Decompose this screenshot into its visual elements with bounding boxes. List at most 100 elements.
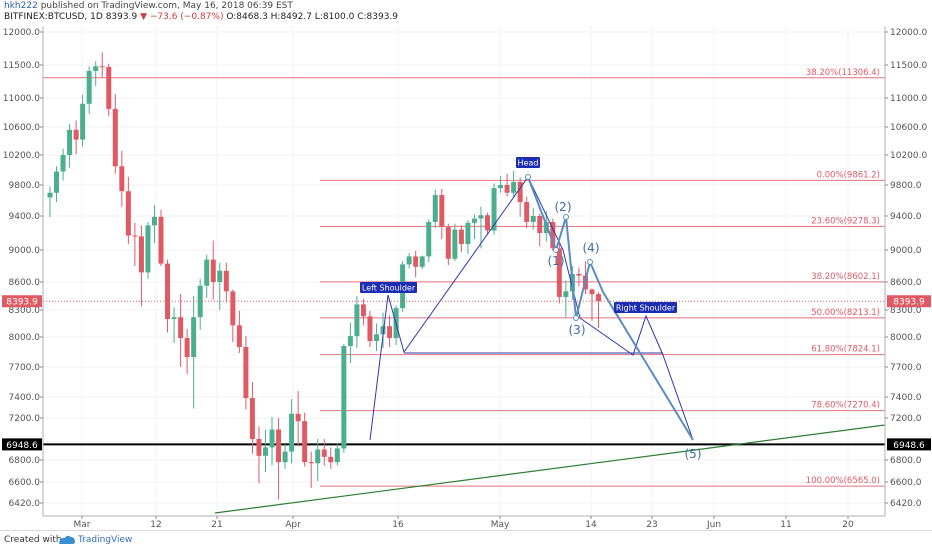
- candle-body: [230, 291, 236, 326]
- grid-lines: [43, 26, 885, 516]
- y-tick-label-right: 9000.0: [890, 246, 922, 256]
- y-tick-label-right: 11000.0: [890, 94, 927, 104]
- candle: [67, 124, 73, 168]
- candle: [171, 307, 177, 343]
- candle: [380, 312, 386, 348]
- y-tick-label-right: 9400.0: [890, 212, 922, 222]
- candle: [151, 205, 157, 244]
- price-axis[interactable]: 12000.0 12000.0 11500.0 11500.0 11000.0 11000…: [3, 28, 928, 509]
- tradingview-logo-icon: [59, 535, 75, 544]
- candle-body: [145, 225, 151, 273]
- candle: [537, 213, 543, 247]
- tradingview-brand[interactable]: TradingView: [78, 535, 133, 545]
- y-tick-label-left: 8600.0: [9, 278, 41, 288]
- candle-body: [295, 413, 301, 422]
- candle: [54, 166, 60, 203]
- price-marker-right-box: [887, 295, 931, 308]
- candle: [236, 310, 242, 353]
- candle-body: [406, 256, 412, 265]
- candle: [217, 262, 223, 310]
- candle-body: [67, 129, 73, 155]
- price-marker-left: 8393.9: [6, 298, 38, 308]
- candle: [256, 426, 262, 484]
- candle-body: [596, 294, 602, 302]
- candle: [426, 219, 432, 262]
- time-axis[interactable]: Mar 12 21 Apr 16 May 14 23 Jun 11 20: [74, 516, 854, 530]
- wave-point: [553, 247, 559, 253]
- wave-point: [573, 315, 579, 321]
- candle: [432, 189, 438, 228]
- y-tick-label-right: 6420.0: [890, 499, 922, 509]
- candle-body: [360, 304, 366, 317]
- y-tick-label-left: 8000.0: [9, 333, 41, 343]
- candle: [387, 315, 393, 347]
- candle: [530, 208, 536, 230]
- candle-body: [60, 155, 66, 172]
- candle-body: [302, 421, 308, 463]
- candle: [80, 94, 86, 147]
- plot-area: [43, 26, 885, 516]
- x-tick-label: 20: [842, 520, 854, 530]
- x-tick-label: 23: [646, 520, 657, 530]
- candle-body: [576, 274, 582, 276]
- candle: [445, 223, 451, 266]
- wave-point: [525, 174, 531, 180]
- candle: [230, 289, 236, 342]
- y-tick-label-left: 9400.0: [9, 212, 41, 222]
- wave-label: (4): [583, 241, 600, 255]
- candle-body: [511, 182, 517, 193]
- candle-body: [498, 185, 504, 189]
- y-tick-label-right: 8000.0: [890, 333, 922, 343]
- candle-body: [556, 248, 562, 297]
- y-tick-label-right: 11500.0: [890, 61, 927, 71]
- x-tick-label: 16: [392, 520, 404, 530]
- candle: [106, 63, 112, 117]
- down-arrow-icon: ▼: [140, 12, 147, 22]
- candle: [478, 206, 484, 249]
- candle-body: [465, 222, 471, 245]
- candle-body: [99, 66, 105, 68]
- candle-body: [151, 216, 157, 226]
- candle: [302, 412, 308, 467]
- candle-body: [439, 195, 445, 228]
- candle-body: [197, 285, 203, 318]
- candle-body: [125, 191, 131, 236]
- support-marker-right-box: [887, 438, 931, 451]
- x-tick-label: Mar: [74, 520, 91, 530]
- price-chart[interactable]: 38.20%(11306.4) 0.00%(9861.2) 23.60%(9278.…: [0, 26, 932, 530]
- y-tick-label-right: 7200.0: [890, 414, 922, 424]
- candle-body: [517, 182, 523, 203]
- candle: [308, 451, 314, 488]
- candle: [458, 225, 464, 253]
- y-tick-label-left: 9000.0: [9, 246, 41, 256]
- y-tick-label-left: 6420.0: [9, 499, 41, 509]
- fib-label: 38.20%(8602.1): [811, 272, 880, 282]
- candle: [563, 280, 569, 319]
- candle-body: [93, 66, 99, 71]
- candle-body: [380, 326, 386, 335]
- wave-label: (1): [548, 254, 565, 268]
- y-tick-label-left: 12000.0: [3, 28, 40, 38]
- publish-line: hkh222 published on TradingView.com, May…: [4, 1, 293, 11]
- candle-body: [217, 270, 223, 282]
- author-link[interactable]: hkh222: [4, 1, 38, 11]
- candle: [191, 296, 197, 409]
- candle-body: [445, 227, 451, 259]
- candle: [550, 218, 556, 251]
- candle: [145, 221, 151, 279]
- head-label-box: [516, 157, 540, 168]
- candle-body: [458, 229, 464, 245]
- candle-body: [171, 317, 177, 319]
- candle: [178, 294, 184, 367]
- candle-body: [491, 188, 497, 231]
- fib-label: 0.00%(9861.2): [817, 170, 880, 180]
- candle: [315, 439, 321, 481]
- y-tick-label-right: 7700.0: [890, 363, 922, 373]
- candle: [158, 209, 164, 266]
- candle: [73, 120, 79, 155]
- fib-levels: 38.20%(11306.4) 0.00%(9861.2) 23.60%(9278.…: [43, 68, 885, 487]
- candle-body: [178, 317, 184, 338]
- candle: [197, 278, 203, 330]
- trend-lines: [43, 424, 886, 514]
- fib-label: 78.60%(7270.4): [811, 401, 880, 411]
